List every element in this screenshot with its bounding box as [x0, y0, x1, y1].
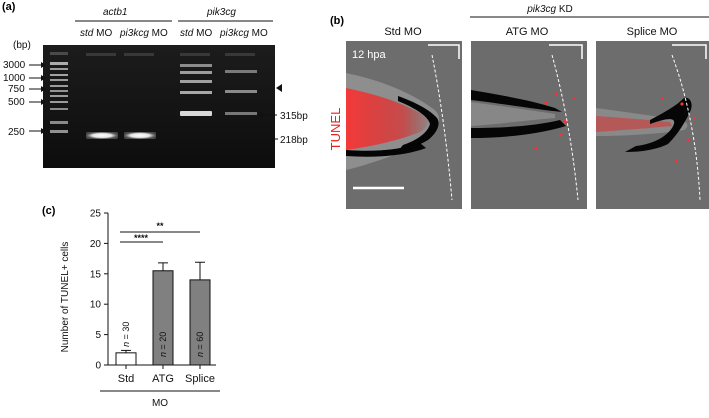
panel-b-letter: (b)	[330, 15, 344, 27]
ladder-arrowhead-3000	[41, 62, 46, 68]
x-tick-label-std: Std	[118, 373, 135, 385]
micrograph-splice-mo	[596, 41, 709, 209]
bar-std	[115, 352, 137, 366]
significance-std-splice: **	[156, 221, 164, 231]
column-label-atg: ATG MO	[506, 26, 549, 38]
panel-a-letter: (a)	[2, 1, 16, 13]
y-tick-label: 20	[90, 239, 102, 250]
band-marker-triangle	[276, 84, 282, 92]
lane-label-1: std MO	[80, 28, 112, 39]
gel-image	[43, 45, 275, 168]
x-axis-group-label: MO	[152, 398, 168, 409]
panel-c-letter: (c)	[42, 205, 56, 217]
y-tick-label: 10	[90, 300, 102, 311]
ladder-arrowhead-500	[41, 99, 46, 105]
bar-chart: 0 5 10 15 20 25 Std n = 30 ATG n = 20 Splice n = 60…	[90, 209, 220, 392]
band-arrowhead-218	[259, 136, 264, 142]
ladder-label-750: 750	[8, 84, 25, 95]
y-tick-label: 25	[90, 209, 102, 220]
y-tick-label: 15	[90, 269, 102, 280]
kd-group-title: pik3cg KD	[526, 4, 573, 15]
time-label: 12 hpa	[352, 49, 387, 61]
n-label-std: n = 30	[121, 322, 131, 347]
micrograph-std-mo: 12 hpa	[346, 41, 462, 209]
band-label-218bp: 218bp	[280, 135, 308, 146]
band-label-315bp: 315bp	[280, 111, 308, 122]
lane-label-2: pi3kcg MO	[119, 28, 168, 39]
panel-c: (c) Number of TUNEL+ cells 0 5 10 15 20 25 Std…	[42, 205, 220, 409]
bp-unit-label: (bp)	[13, 40, 31, 51]
column-label-std: Std MO	[384, 26, 422, 38]
panel-a: (a) (bp) actb1 pik3cg std MO pi3kcg MO s…	[2, 1, 308, 168]
micrograph-atg-mo	[471, 41, 587, 209]
ladder-arrowhead-1000	[41, 75, 46, 81]
tunel-row-label: TUNEL	[328, 108, 343, 151]
lane-label-3: std MO	[180, 28, 212, 39]
x-tick-label-atg: ATG	[152, 373, 174, 385]
ladder-arrowhead-250	[41, 128, 46, 134]
y-tick-label: 5	[95, 330, 101, 341]
n-label-atg: n = 20	[158, 332, 168, 357]
lane-label-4: pi3kcg MO	[219, 28, 268, 39]
column-label-splice: Splice MO	[627, 26, 678, 38]
ladder-label-3000: 3000	[3, 60, 26, 71]
n-label-splice: n = 60	[195, 332, 205, 357]
group-pik3cg-label: pik3cg	[206, 7, 236, 18]
group-actb1-label: actb1	[103, 7, 127, 18]
ladder-label-250: 250	[8, 127, 25, 138]
significance-std-atg: ****	[134, 233, 149, 243]
ladder-arrowhead-750	[41, 86, 46, 92]
panel-b: (b) pik3cg KD Std MO ATG MO Splice MO TU…	[328, 4, 709, 209]
ladder-label-1000: 1000	[3, 73, 26, 84]
y-tick-label: 0	[95, 361, 101, 372]
y-axis-title: Number of TUNEL+ cells	[60, 242, 71, 353]
x-tick-label-splice: Splice	[185, 373, 215, 385]
band-arrowhead-315	[258, 112, 263, 118]
ladder-label-500: 500	[8, 97, 25, 108]
